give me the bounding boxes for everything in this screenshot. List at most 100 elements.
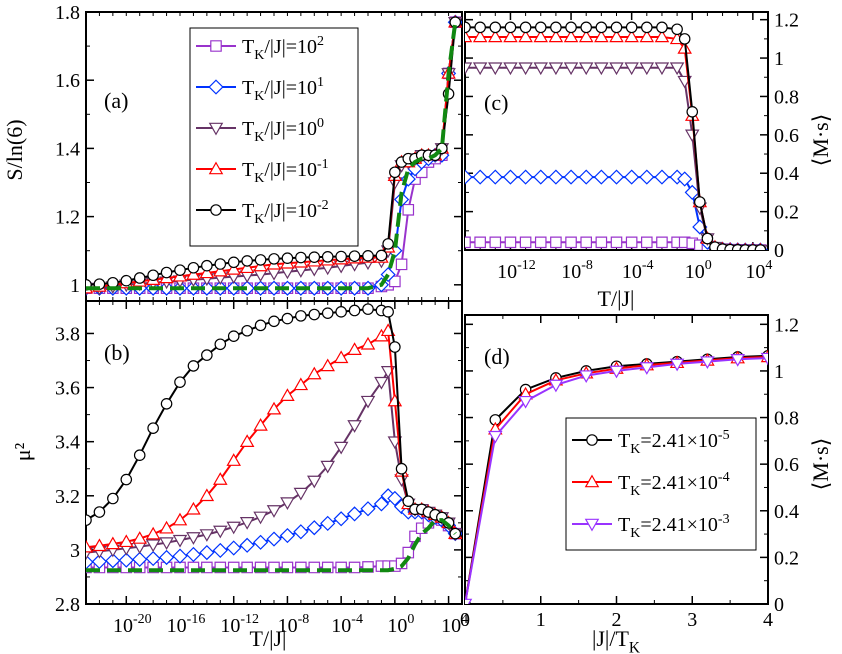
data-point-b-3 (320, 358, 335, 372)
data-point-b-1 (226, 540, 242, 556)
data-point-c-2 (594, 62, 609, 76)
data-point-b-3 (360, 336, 376, 350)
data-point-b-2 (320, 460, 335, 474)
data-point-c-0 (565, 236, 577, 249)
data-point-b-1 (199, 544, 215, 561)
data-point-c-4 (534, 21, 547, 34)
data-point-c-0 (474, 236, 486, 249)
data-point-b-4 (160, 398, 173, 410)
data-point-c-1 (465, 169, 473, 185)
data-point-c-4 (656, 21, 668, 34)
xtick-label-b: 100 (387, 612, 414, 637)
data-point-c-3 (503, 29, 518, 43)
data-point-c-3 (518, 29, 533, 43)
data-point-b-4 (281, 312, 294, 325)
data-point-b-4 (254, 319, 267, 332)
data-point-d-2 (730, 354, 745, 367)
data-point-c-4 (489, 21, 502, 34)
ytick-label-d: 0.2 (774, 547, 799, 569)
data-point-a-4 (214, 258, 227, 270)
data-point-b-3 (307, 366, 322, 380)
data-point-d-2 (578, 370, 594, 384)
data-point-b-1 (373, 496, 390, 512)
ytick-label-c: 0.2 (774, 202, 799, 224)
data-point-a-4 (268, 253, 280, 265)
legend-label-a-4: TK/|J|=10-2 (242, 198, 329, 227)
data-point-b-4 (402, 495, 415, 507)
legend-a: TK/|J|=102 TK/|J|=101 TK/|J|=100 TK/|J|=10-… (189, 27, 359, 247)
data-point-c-1 (487, 169, 503, 185)
data-point-c-0 (641, 236, 653, 249)
legend-marker-d-1 (584, 474, 600, 488)
data-point-d-2 (548, 379, 564, 393)
xtick-label-c: 10-8 (561, 258, 593, 283)
data-point-b-1 (293, 524, 309, 540)
ytick-label-b: 3.8 (55, 323, 80, 345)
xtick-label-d: 1 (536, 609, 546, 631)
data-point-b-4 (86, 514, 92, 526)
data-point-c-1 (624, 169, 640, 185)
data-point-a-3 (239, 260, 255, 274)
data-point-b-2 (253, 511, 268, 525)
data-point-b-4 (348, 304, 361, 317)
data-point-b-2 (145, 539, 161, 553)
xtick-label-c: 100 (685, 258, 712, 283)
data-point-b-2 (280, 497, 295, 510)
data-point-b-4 (227, 330, 240, 342)
data-point-c-4 (474, 21, 486, 34)
data-point-b-3 (226, 453, 241, 466)
data-point-b-2 (239, 517, 255, 530)
data-point-b-3 (92, 538, 107, 552)
data-point-a-4 (241, 255, 253, 267)
data-point-a-3 (199, 265, 215, 279)
data-point-b-2 (266, 505, 282, 518)
data-point-c-4 (678, 33, 691, 45)
data-point-a-4 (120, 274, 133, 287)
ytick-label-a: 1.6 (55, 70, 80, 92)
data-point-a-1 (199, 280, 215, 296)
data-point-c-3 (533, 29, 549, 43)
data-point-a-4 (174, 264, 186, 276)
data-point-c-4 (610, 21, 623, 34)
xtick-label-b: 10-20 (113, 612, 152, 637)
data-point-b-2 (226, 521, 241, 535)
data-point-c-2 (684, 129, 700, 143)
data-point-a-4 (281, 252, 294, 265)
data-point-c-1 (472, 169, 488, 185)
ytick-label-b: 3.4 (55, 432, 80, 454)
data-point-b-4 (362, 303, 374, 315)
xtick-label-b: 10-12 (220, 612, 259, 637)
data-point-c-4 (701, 232, 714, 245)
data-point-a-1 (239, 280, 255, 296)
panel-c: 0 0.2 0.4 0.6 0.8 1 1.2 10-12 10-8 10-4 100 104 (c) (464, 10, 799, 283)
data-point-b-1 (279, 527, 296, 544)
data-point-c-1 (502, 169, 519, 185)
data-point-c-3 (609, 29, 624, 43)
legend-d: TK=2.41×10-5 TK=2.41×10-4 TK=2.41×10-3 (565, 417, 757, 551)
data-point-b-2 (307, 475, 322, 489)
data-point-b-1 (158, 549, 175, 566)
data-point-c-4 (686, 106, 699, 118)
series-line-c-2 (465, 66, 761, 250)
data-point-b-2 (360, 395, 376, 409)
data-point-c-0 (625, 236, 638, 249)
plot-frame-c (464, 11, 769, 251)
data-point-a-4 (389, 166, 401, 179)
legend-marker-a-4 (210, 204, 222, 216)
data-point-d-2 (760, 352, 768, 366)
y-axis-label-a: S/ln(6) (2, 119, 27, 180)
data-point-a-4 (348, 250, 361, 262)
x-axis-label-b: T/|J| (250, 626, 287, 651)
data-point-c-2 (609, 62, 624, 76)
ytick-label-a: 1.8 (55, 2, 80, 24)
data-point-b-1 (387, 490, 403, 507)
data-point-c-0 (610, 236, 623, 249)
xtick-label-b: 104 (441, 612, 468, 637)
data-point-b-4 (120, 473, 133, 486)
ytick-label-a: 1.4 (55, 138, 80, 160)
data-point-b-1 (185, 546, 202, 563)
data-point-c-1 (684, 184, 700, 201)
data-point-b-4 (295, 310, 307, 322)
data-point-c-2 (488, 62, 503, 76)
legend-marker-a-1 (208, 79, 224, 95)
